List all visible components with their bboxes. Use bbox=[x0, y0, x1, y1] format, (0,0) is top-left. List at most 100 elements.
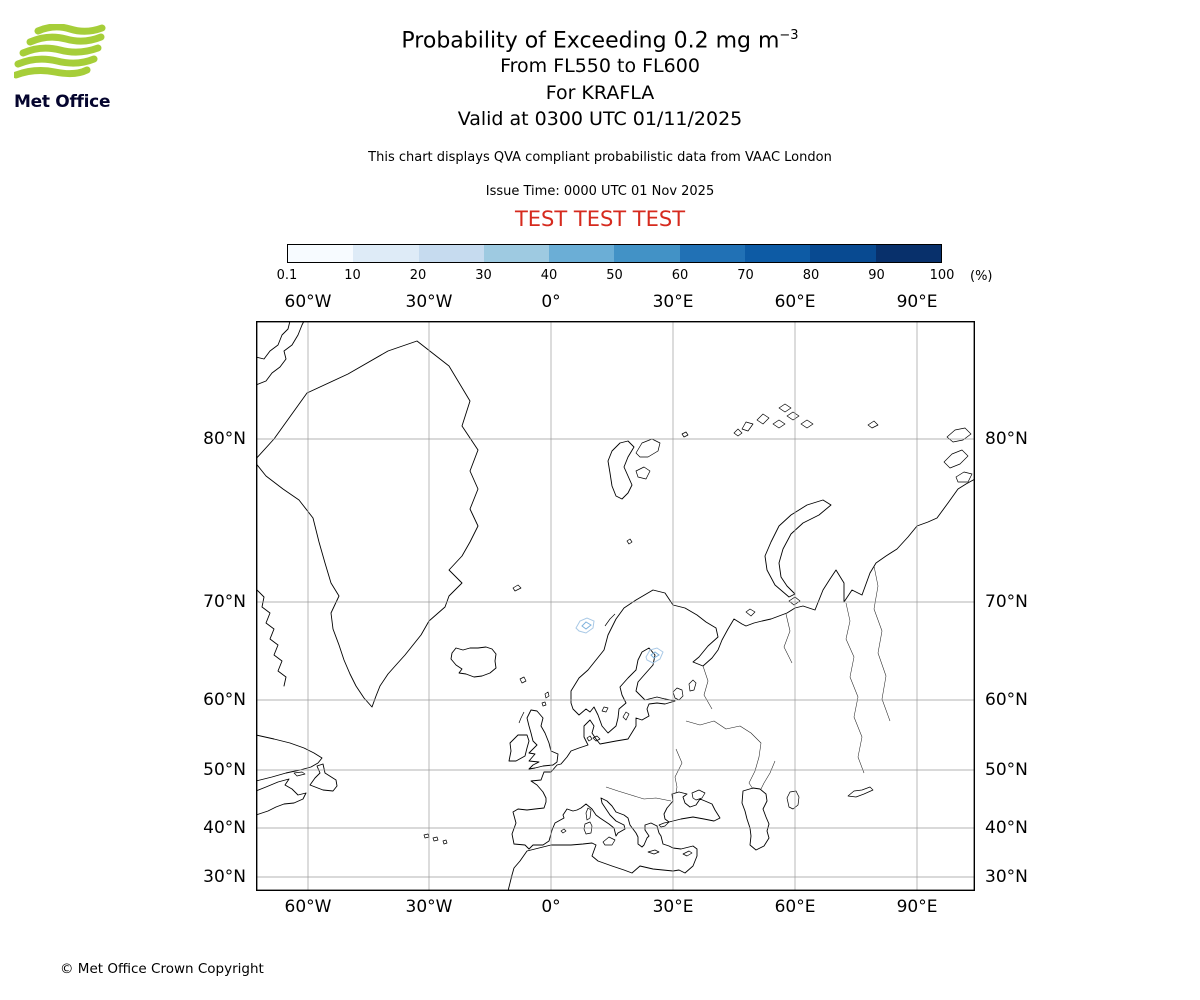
colorbar-segment bbox=[483, 245, 550, 262]
map-canvas bbox=[256, 321, 975, 891]
lat-label-left: 30°N bbox=[203, 867, 246, 887]
lon-label-top: 60°E bbox=[774, 292, 816, 312]
lon-label-bottom: 90°E bbox=[896, 897, 938, 917]
colorbar-segment bbox=[614, 245, 680, 262]
probability-contour-finland-inner bbox=[650, 651, 660, 659]
coastline-balearics bbox=[560, 828, 567, 834]
colorbar-segment bbox=[679, 245, 746, 262]
coastline-orkney bbox=[541, 701, 547, 707]
coastline-sea-of-azov bbox=[691, 789, 706, 801]
colorbar-tick-label: 0.1 bbox=[276, 268, 298, 283]
lat-label-right: 40°N bbox=[985, 818, 1028, 838]
coastline-europe-scandinavia-russia bbox=[511, 478, 975, 850]
coastline-aral-sea bbox=[786, 790, 800, 810]
coastline-nordaustlandet bbox=[635, 438, 661, 458]
colorbar-segment bbox=[288, 245, 354, 262]
coastline-danish-islands bbox=[586, 735, 601, 742]
probability-contour-finland-outer bbox=[645, 647, 664, 664]
probability-contours bbox=[575, 617, 664, 664]
colorbar-tick-label: 80 bbox=[802, 268, 820, 283]
lat-label-right: 70°N bbox=[985, 592, 1028, 612]
coastline-crete bbox=[647, 849, 660, 855]
colorbar-tick-label: 90 bbox=[868, 268, 885, 283]
colorbar-gradient bbox=[287, 244, 942, 263]
colorbar-tick-label: 60 bbox=[671, 268, 689, 283]
lat-label-left: 50°N bbox=[203, 760, 246, 780]
colorbar-ticks: 0.1 10 20 30 40 50 60 70 80 90 100 bbox=[277, 268, 955, 284]
coastline-st-lawrence bbox=[256, 778, 307, 816]
colorbar-tick-label: 40 bbox=[540, 268, 558, 283]
chart-header: Probability of Exceeding 0.2 mg m−3 From… bbox=[0, 28, 1200, 231]
coastline-edgeoya bbox=[635, 466, 651, 480]
lon-label-bottom: 30°E bbox=[652, 897, 694, 917]
colorbar-segment bbox=[810, 245, 876, 262]
logo-wave bbox=[12, 66, 91, 79]
page-title: Probability of Exceeding 0.2 mg m−3 bbox=[0, 28, 1200, 53]
coastline-baffin bbox=[256, 588, 287, 687]
logo-wave bbox=[34, 23, 106, 35]
colorbar-tick-label: 20 bbox=[409, 268, 427, 283]
lon-label-bottom: 0° bbox=[541, 897, 561, 917]
issue-time: Issue Time: 0000 UTC 01 Nov 2025 bbox=[485, 183, 715, 199]
coastline-novaya-zemlya bbox=[764, 499, 832, 598]
coastline-spitsbergen bbox=[607, 440, 635, 500]
coastline-lake-onega bbox=[688, 679, 697, 692]
colorbar-segment bbox=[875, 245, 941, 262]
coastline-iceland bbox=[450, 646, 497, 678]
coastline-ellesmere bbox=[256, 321, 305, 386]
coastline-sicily bbox=[602, 836, 616, 846]
coastline-shetland bbox=[544, 691, 550, 699]
graticule bbox=[256, 321, 975, 891]
colorbar-segment bbox=[549, 245, 615, 262]
lon-label-top: 30°E bbox=[652, 292, 694, 312]
met-office-logo-icon bbox=[12, 23, 106, 79]
logo-wave bbox=[14, 55, 98, 68]
map bbox=[256, 321, 975, 891]
colorbar-tick-label: 50 bbox=[606, 268, 623, 283]
test-banner: TEST TEST TEST bbox=[514, 206, 686, 231]
colorbar-tick-label: 10 bbox=[344, 268, 361, 283]
coastline-greenland bbox=[256, 340, 479, 708]
river-yenisei bbox=[873, 565, 891, 722]
title-text: Probability of Exceeding 0.2 mg m bbox=[401, 28, 780, 54]
lon-label-top: 90°E bbox=[896, 292, 938, 312]
coastline-gotland bbox=[622, 711, 630, 721]
colorbar-tick-label: 70 bbox=[737, 268, 754, 283]
coastline-severnaya-zemlya bbox=[943, 427, 973, 483]
colorbar-tick-label: 30 bbox=[475, 268, 492, 283]
copyright: © Met Office Crown Copyright bbox=[60, 961, 264, 977]
lon-label-bottom: 60°E bbox=[774, 897, 816, 917]
logo-wave bbox=[26, 33, 105, 46]
coastline-anticosti bbox=[293, 771, 306, 777]
coastlines bbox=[256, 321, 975, 891]
title-exponent: −3 bbox=[779, 28, 799, 43]
coastline-mediterranean-europe bbox=[528, 797, 658, 850]
river-dnieper bbox=[674, 748, 683, 794]
lat-label-left: 40°N bbox=[203, 818, 246, 838]
probability-contour-norway-outer bbox=[575, 617, 595, 634]
met-office-logo: Met Office bbox=[12, 23, 124, 112]
coastline-arctic-islets bbox=[681, 420, 879, 438]
lat-label-right: 80°N bbox=[985, 429, 1028, 449]
subtitle-flight-levels: From FL550 to FL600 bbox=[500, 55, 700, 78]
river-pechora bbox=[783, 613, 793, 664]
subtitle-valid-time: Valid at 0300 UTC 01/11/2025 bbox=[457, 108, 743, 131]
rivers bbox=[605, 565, 891, 802]
coastline-caspian-sea bbox=[741, 787, 770, 851]
coastline-labrador bbox=[256, 734, 323, 782]
river-volga bbox=[685, 720, 762, 790]
lat-label-left: 70°N bbox=[203, 592, 246, 612]
coastline-black-sea bbox=[663, 791, 721, 823]
lat-label-left: 80°N bbox=[203, 429, 246, 449]
coastline-lofoten bbox=[604, 613, 616, 627]
logo-wave bbox=[19, 44, 102, 57]
lat-label-right: 60°N bbox=[985, 690, 1028, 710]
lat-label-right: 50°N bbox=[985, 760, 1028, 780]
coastline-cyprus bbox=[682, 850, 693, 857]
inland-seas-lakes bbox=[601, 679, 874, 851]
coastline-hebrides bbox=[518, 711, 525, 724]
lat-label-left: 60°N bbox=[203, 690, 246, 710]
coastline-ireland bbox=[508, 734, 530, 762]
coastline-jan-mayen bbox=[512, 584, 522, 592]
